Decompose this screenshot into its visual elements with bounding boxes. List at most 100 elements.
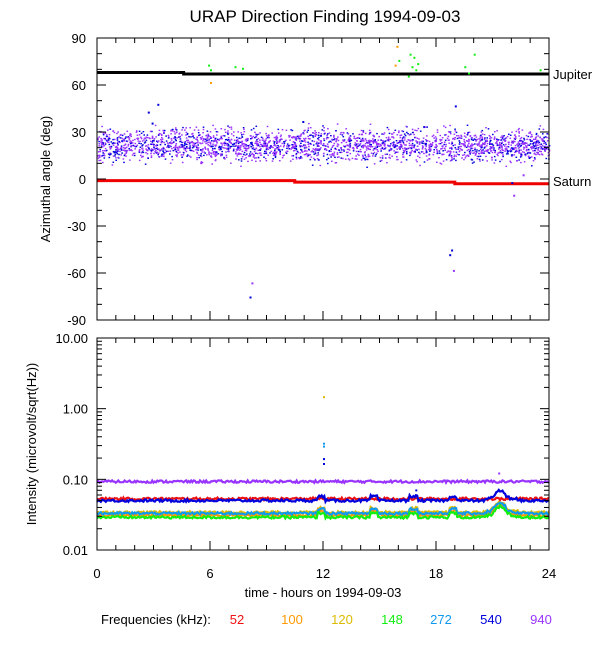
azimuth-point-940 xyxy=(447,135,450,138)
azimuth-point-940 xyxy=(253,157,256,159)
azimuth-point-940 xyxy=(152,143,154,145)
azimuth-point-540 xyxy=(545,143,547,146)
azimuth-point-940 xyxy=(455,155,457,157)
azimuth-point-940 xyxy=(206,142,209,144)
azimuth-point-940 xyxy=(133,145,136,148)
azimuth-point-940 xyxy=(214,152,217,154)
azimuth-point-940 xyxy=(511,155,513,157)
azimuth-point-540 xyxy=(483,152,485,154)
azimuth-point-540 xyxy=(402,130,405,133)
azimuth-point-940 xyxy=(160,138,162,141)
azimuth-point-940 xyxy=(449,160,452,162)
azimuth-point-940 xyxy=(285,139,287,141)
azimuth-point-940 xyxy=(175,151,178,153)
azimuth-point-540 xyxy=(501,152,504,154)
azimuth-point-940 xyxy=(347,151,349,153)
azimuth-point-940 xyxy=(219,138,222,140)
azimuth-point-940 xyxy=(125,155,127,157)
azimuth-point-540 xyxy=(500,151,502,153)
azimuth-point-940 xyxy=(181,129,183,131)
azimuth-point-940 xyxy=(265,137,268,140)
azimuth-point-940 xyxy=(97,139,99,141)
azimuth-outlier-540 xyxy=(302,121,305,123)
azimuth-point-540 xyxy=(487,152,490,154)
azimuth-point-940 xyxy=(493,162,496,164)
azimuth-point-940 xyxy=(343,140,345,142)
azimuth-point-940 xyxy=(514,134,516,136)
azimuth-point-940 xyxy=(160,149,163,151)
azimuth-point-540 xyxy=(151,141,154,143)
azimuth-point-940 xyxy=(479,160,481,162)
azimuth-point-540 xyxy=(346,132,349,134)
azimuth-point-940 xyxy=(123,140,126,142)
azimuth-point-940 xyxy=(538,153,541,156)
azimuth-point-540 xyxy=(362,157,365,159)
azimuth-point-540 xyxy=(511,154,514,156)
azimuth-point-940 xyxy=(453,138,456,141)
azimuth-point-940 xyxy=(221,144,224,146)
azimuth-point-940 xyxy=(278,146,280,148)
azimuth-point-940 xyxy=(251,153,253,156)
azimuth-point-940 xyxy=(273,136,276,139)
azimuth-point-940 xyxy=(347,145,349,147)
azimuth-point-940 xyxy=(370,140,372,142)
azimuth-point-940 xyxy=(327,137,330,139)
azimuth-point-540 xyxy=(269,145,272,147)
azimuth-point-540 xyxy=(227,147,230,149)
azimuth-point-940 xyxy=(370,145,372,147)
azimuth-point-540 xyxy=(374,155,377,157)
azimuth-point-940 xyxy=(154,148,156,150)
azimuth-point-540 xyxy=(487,128,490,130)
azimuth-point-940 xyxy=(421,151,424,153)
azimuth-point-940 xyxy=(97,137,99,140)
azimuth-ytick-label: 60 xyxy=(72,78,86,93)
azimuth-point-540 xyxy=(507,153,509,155)
azimuth-point-540 xyxy=(144,141,147,143)
azimuth-point-940 xyxy=(119,150,121,153)
azimuth-point-540 xyxy=(188,147,191,149)
azimuth-point-940 xyxy=(534,158,536,160)
azimuth-point-540 xyxy=(410,133,412,135)
azimuth-point-540 xyxy=(364,154,366,156)
azimuth-point-940 xyxy=(369,123,372,125)
azimuth-point-940 xyxy=(502,149,504,152)
azimuth-point-540 xyxy=(454,128,456,130)
azimuth-point-940 xyxy=(372,149,375,151)
azimuth-point-940 xyxy=(426,159,429,161)
azimuth-point-940 xyxy=(399,136,402,139)
azimuth-point-940 xyxy=(316,154,318,157)
azimuth-point-940 xyxy=(315,131,317,134)
azimuth-point-940 xyxy=(207,135,209,138)
azimuth-point-940 xyxy=(468,142,470,145)
azimuth-point-540 xyxy=(341,134,344,136)
azimuth-point-940 xyxy=(318,142,321,144)
azimuth-point-940 xyxy=(158,152,160,154)
azimuth-point-940 xyxy=(344,145,347,147)
azimuth-point-940 xyxy=(367,156,370,158)
azimuth-point-940 xyxy=(259,141,261,144)
intensity-ticks: 10.001.000.100.01 xyxy=(55,331,549,558)
azimuth-point-540 xyxy=(483,146,486,149)
azimuth-point-540 xyxy=(283,142,286,145)
azimuth-point-940 xyxy=(518,152,520,154)
azimuth-point-940 xyxy=(120,133,122,136)
azimuth-point-940 xyxy=(517,141,520,143)
azimuth-point-540 xyxy=(172,128,174,131)
azimuth-point-940 xyxy=(316,158,319,160)
azimuth-point-940 xyxy=(481,138,483,140)
azimuth-point-940 xyxy=(432,134,435,136)
azimuth-point-940 xyxy=(244,139,247,141)
azimuth-point-940 xyxy=(337,144,340,146)
azimuth-point-540 xyxy=(299,157,302,159)
azimuth-point-940 xyxy=(276,142,279,144)
azimuth-point-540 xyxy=(350,139,353,141)
azimuth-point-540 xyxy=(134,146,137,148)
azimuth-point-940 xyxy=(361,139,363,141)
azimuth-point-940 xyxy=(387,128,390,131)
azimuth-point-940 xyxy=(215,140,217,142)
azimuth-point-940 xyxy=(411,150,413,152)
azimuth-point-540 xyxy=(211,140,213,142)
azimuth-point-940 xyxy=(240,144,242,147)
azimuth-outlier-540 xyxy=(451,249,454,252)
azimuth-point-540 xyxy=(116,139,119,141)
